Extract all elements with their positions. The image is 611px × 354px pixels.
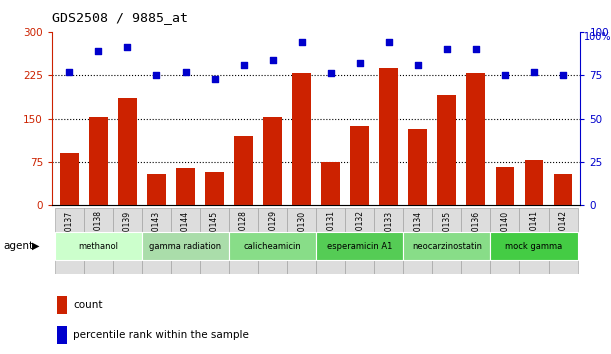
Point: [326, 71, 335, 76]
Text: GSM120130: GSM120130: [297, 210, 306, 257]
Bar: [263, 117, 282, 205]
Text: calicheamicin: calicheamicin: [244, 241, 301, 251]
Point: [471, 46, 481, 52]
FancyBboxPatch shape: [316, 232, 403, 261]
FancyBboxPatch shape: [171, 208, 200, 274]
Bar: [496, 167, 514, 205]
Text: GSM120144: GSM120144: [181, 210, 190, 257]
Bar: [89, 118, 108, 205]
Text: GSM120141: GSM120141: [530, 210, 538, 256]
FancyBboxPatch shape: [433, 208, 461, 274]
FancyBboxPatch shape: [142, 232, 229, 261]
Text: mock gamma: mock gamma: [505, 241, 563, 251]
Text: esperamicin A1: esperamicin A1: [327, 241, 392, 251]
Bar: [292, 74, 311, 205]
Point: [529, 69, 539, 75]
Text: GSM120131: GSM120131: [326, 210, 335, 256]
Text: GDS2508 / 9885_at: GDS2508 / 9885_at: [52, 11, 188, 24]
Bar: [466, 74, 485, 205]
Point: [442, 46, 452, 52]
Text: gamma radiation: gamma radiation: [150, 241, 222, 251]
Bar: [57, 326, 67, 344]
FancyBboxPatch shape: [200, 208, 229, 274]
FancyBboxPatch shape: [229, 208, 258, 274]
Bar: [205, 172, 224, 205]
Bar: [57, 296, 67, 314]
Bar: [379, 68, 398, 205]
Bar: [147, 173, 166, 205]
Point: [93, 48, 103, 54]
Bar: [525, 160, 543, 205]
Point: [181, 69, 191, 75]
Text: GSM120139: GSM120139: [123, 210, 132, 257]
Point: [384, 39, 393, 45]
Text: GSM120138: GSM120138: [94, 210, 103, 256]
Text: ▶: ▶: [32, 241, 39, 251]
FancyBboxPatch shape: [491, 208, 519, 274]
Bar: [321, 162, 340, 205]
FancyBboxPatch shape: [258, 208, 287, 274]
Text: GSM120132: GSM120132: [355, 210, 364, 256]
Text: GSM120140: GSM120140: [500, 210, 510, 257]
Bar: [118, 98, 137, 205]
Bar: [176, 168, 195, 205]
FancyBboxPatch shape: [375, 208, 403, 274]
Point: [65, 69, 75, 75]
Text: 100%: 100%: [584, 32, 611, 42]
FancyBboxPatch shape: [491, 232, 577, 261]
Bar: [350, 126, 369, 205]
Bar: [60, 153, 79, 205]
Point: [413, 62, 423, 68]
Point: [152, 73, 161, 78]
Point: [210, 76, 219, 81]
FancyBboxPatch shape: [519, 208, 549, 274]
Text: GSM120142: GSM120142: [558, 210, 568, 256]
Text: percentile rank within the sample: percentile rank within the sample: [73, 330, 249, 341]
FancyBboxPatch shape: [55, 232, 142, 261]
Text: GSM120137: GSM120137: [65, 210, 74, 257]
Point: [500, 73, 510, 78]
FancyBboxPatch shape: [113, 208, 142, 274]
Text: agent: agent: [3, 241, 33, 251]
FancyBboxPatch shape: [403, 208, 433, 274]
FancyBboxPatch shape: [229, 232, 316, 261]
Text: methanol: methanol: [78, 241, 119, 251]
Bar: [234, 136, 253, 205]
Point: [123, 45, 133, 50]
Point: [239, 62, 249, 68]
FancyBboxPatch shape: [287, 208, 316, 274]
FancyBboxPatch shape: [345, 208, 375, 274]
FancyBboxPatch shape: [461, 208, 491, 274]
Text: count: count: [73, 300, 103, 310]
Bar: [437, 96, 456, 205]
Text: GSM120145: GSM120145: [210, 210, 219, 257]
Text: GSM120129: GSM120129: [268, 210, 277, 256]
Point: [297, 39, 307, 45]
Bar: [408, 129, 427, 205]
FancyBboxPatch shape: [549, 208, 577, 274]
Text: GSM120135: GSM120135: [442, 210, 452, 257]
Text: GSM120136: GSM120136: [472, 210, 480, 257]
FancyBboxPatch shape: [403, 232, 491, 261]
FancyBboxPatch shape: [316, 208, 345, 274]
FancyBboxPatch shape: [84, 208, 113, 274]
Point: [268, 57, 277, 62]
FancyBboxPatch shape: [142, 208, 171, 274]
Text: neocarzinostatin: neocarzinostatin: [412, 241, 482, 251]
FancyBboxPatch shape: [55, 208, 84, 274]
Text: GSM120143: GSM120143: [152, 210, 161, 257]
Text: GSM120134: GSM120134: [413, 210, 422, 257]
Text: GSM120128: GSM120128: [239, 210, 248, 256]
Bar: [554, 173, 573, 205]
Text: GSM120133: GSM120133: [384, 210, 393, 257]
Point: [355, 60, 365, 66]
Point: [558, 73, 568, 78]
